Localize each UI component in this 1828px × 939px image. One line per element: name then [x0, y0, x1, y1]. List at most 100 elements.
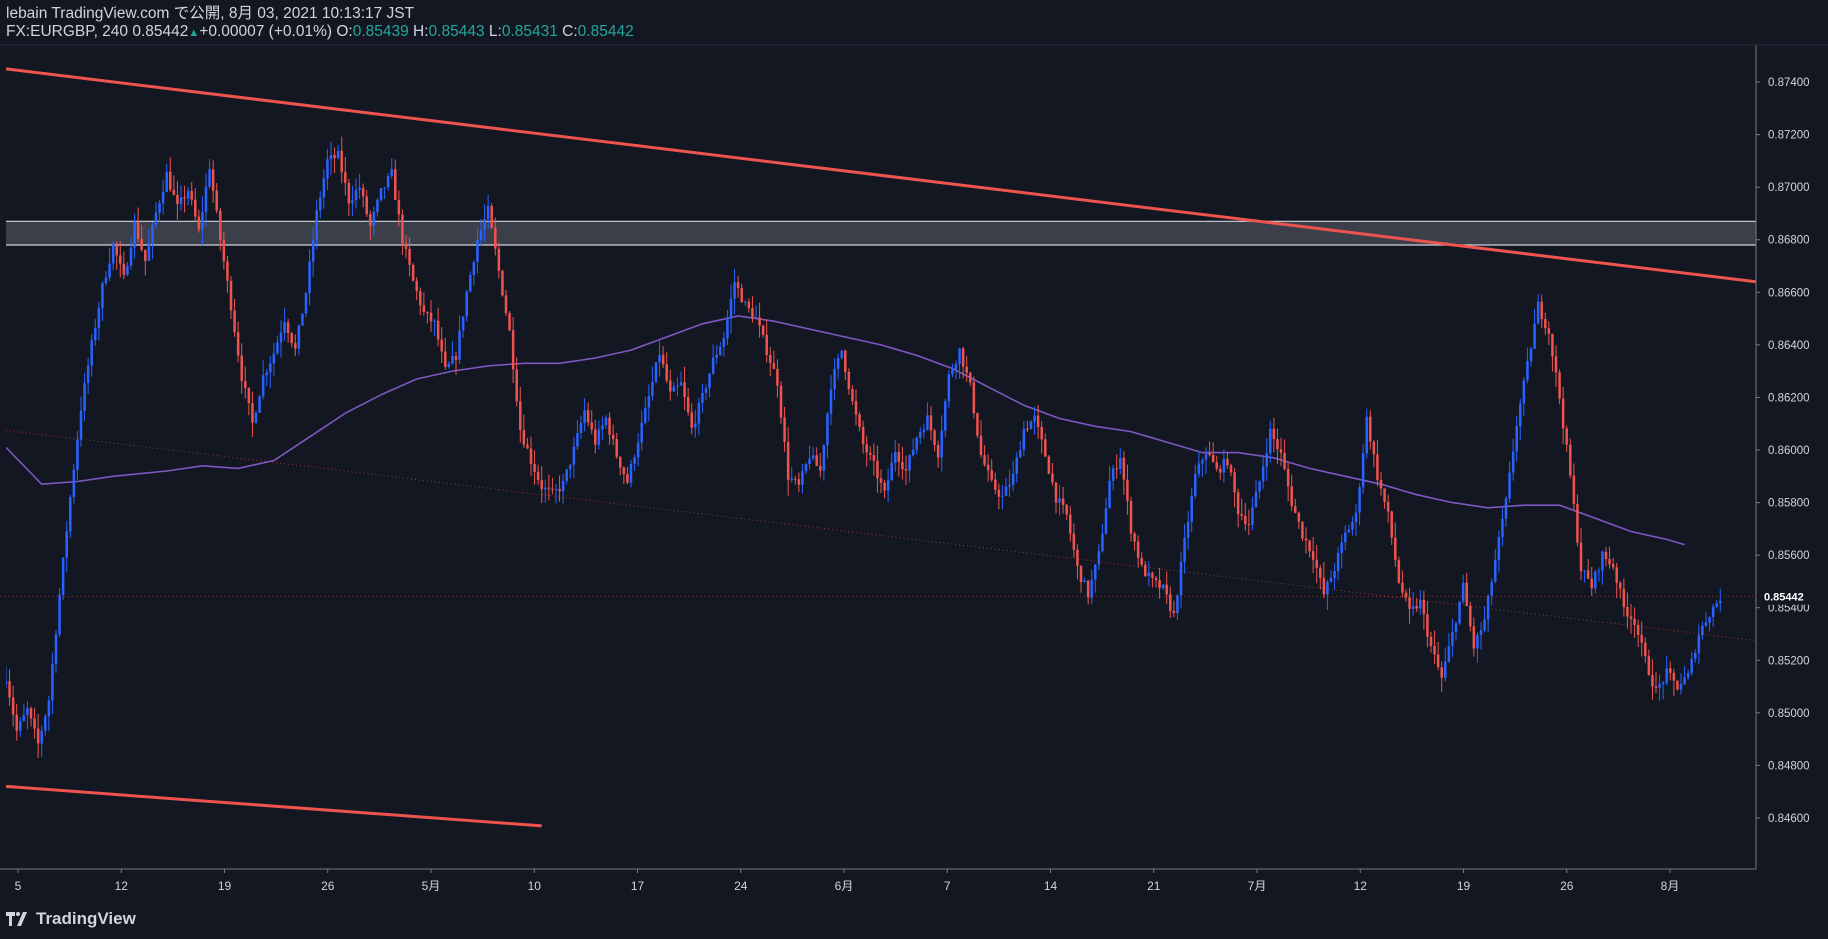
last-price-text: 0.85442: [1764, 592, 1804, 604]
candle: [508, 311, 511, 332]
candle-body: [1258, 481, 1261, 492]
candle: [104, 271, 108, 286]
candle-body: [165, 171, 168, 192]
symbol-label[interactable]: FX:EURGBP, 240: [6, 23, 129, 40]
candle-body: [1383, 488, 1386, 502]
candle: [926, 402, 929, 431]
lower-trendline[interactable]: [6, 784, 542, 828]
candle-body: [990, 470, 993, 480]
candle-body: [958, 348, 961, 365]
candle-body: [1329, 577, 1333, 583]
candle-body: [108, 263, 111, 278]
candle-body: [826, 413, 829, 446]
candle: [1629, 603, 1633, 634]
candle-body: [1365, 416, 1368, 454]
price-tick-label: 0.86200: [1768, 392, 1810, 404]
candle: [1683, 666, 1686, 686]
moving-average[interactable]: [6, 315, 1685, 546]
candle: [490, 203, 493, 229]
candle: [1019, 441, 1022, 458]
candle-body: [1676, 680, 1679, 690]
candle-body: [876, 460, 879, 479]
candle-body: [994, 479, 997, 490]
upper-trendline[interactable]: [6, 67, 1756, 284]
price-tick-label: 0.87400: [1768, 77, 1810, 89]
candle-body: [101, 283, 104, 309]
candle: [1472, 617, 1476, 657]
candle-body: [97, 308, 101, 329]
candle-body: [1465, 582, 1468, 606]
publish-info: lebain TradingView.com で公開, 8月 03, 2021 …: [6, 5, 414, 23]
candle: [115, 241, 118, 270]
candle: [154, 202, 158, 230]
candle-body: [1469, 605, 1472, 627]
candle-body: [833, 368, 836, 390]
candle: [1226, 452, 1229, 469]
candle: [683, 366, 686, 411]
candle: [1161, 583, 1165, 591]
candle: [911, 438, 915, 457]
candle-body: [215, 190, 218, 211]
candle-body: [404, 243, 408, 249]
candle-body: [529, 448, 533, 464]
candle: [1179, 551, 1183, 609]
candle-body: [1015, 457, 1018, 474]
tradingview-brand[interactable]: TradingView: [6, 909, 136, 929]
last-price-label: 0.85442: [1758, 588, 1820, 605]
candle: [936, 440, 940, 468]
candle: [972, 376, 976, 419]
candle: [1108, 466, 1111, 509]
candle-body: [1440, 667, 1443, 678]
candle-body: [1229, 465, 1233, 473]
candle: [1701, 621, 1704, 640]
candle-body: [722, 338, 726, 347]
candle-body: [1476, 635, 1479, 649]
high-value: 0.85443: [428, 23, 485, 40]
price-tick-label: 0.86600: [1768, 287, 1810, 299]
candle: [640, 410, 643, 451]
candle: [1554, 345, 1558, 388]
candle-body: [369, 214, 372, 226]
candle: [861, 420, 865, 454]
candle: [829, 374, 833, 426]
candle-body: [211, 169, 215, 191]
candle-body: [336, 150, 340, 159]
candle: [1569, 438, 1572, 479]
candle-body: [1390, 511, 1393, 538]
candle-body: [136, 221, 140, 239]
resistance-zone[interactable]: [6, 221, 1756, 245]
candle-body: [1658, 684, 1661, 688]
candle: [1336, 547, 1340, 580]
candle-body: [411, 264, 415, 281]
mid-dotted-line[interactable]: [6, 429, 1756, 641]
candle: [1633, 607, 1636, 638]
candle-body: [1604, 551, 1608, 560]
candle-body: [751, 308, 754, 318]
candle: [840, 350, 843, 360]
candle: [744, 300, 747, 307]
candle-body: [879, 478, 883, 483]
candle-body: [1665, 668, 1668, 683]
candle-body: [1051, 473, 1054, 483]
candle-body: [986, 464, 990, 471]
candle-body: [794, 478, 797, 480]
candle: [1040, 420, 1043, 454]
candle-body: [1294, 506, 1297, 513]
candle: [897, 443, 901, 477]
candle-body: [1394, 537, 1397, 561]
candle-body: [604, 417, 608, 426]
candle: [1276, 428, 1279, 465]
candle: [140, 224, 143, 252]
candle: [1036, 405, 1040, 439]
candle: [1665, 655, 1668, 686]
candle-body: [283, 322, 286, 333]
candle: [301, 313, 304, 326]
candle-body: [72, 469, 76, 498]
candle-body: [804, 464, 808, 472]
candle-body: [1204, 452, 1208, 461]
candle-body: [1408, 597, 1411, 609]
candle-body: [33, 718, 36, 729]
candle: [1640, 621, 1643, 657]
candle: [786, 427, 790, 496]
